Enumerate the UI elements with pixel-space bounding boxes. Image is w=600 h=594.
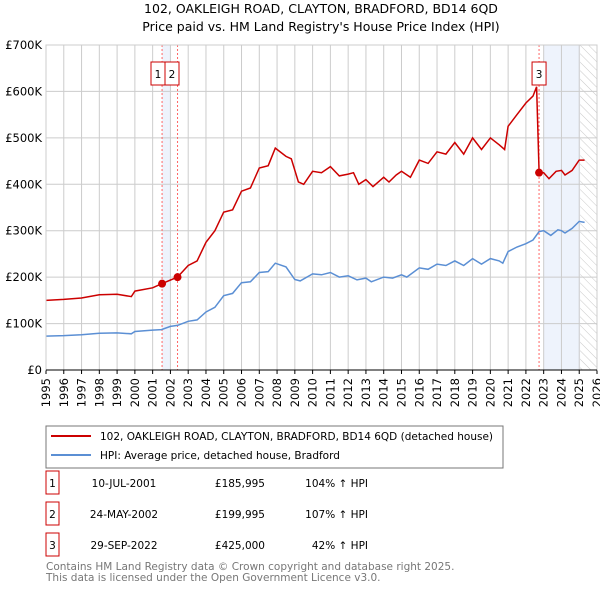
hpi-line [45,220,585,337]
x-tick-label: 2014 [377,378,391,407]
sale-hpi-change: 107% ↑ HPI [305,509,368,521]
sale-date: 10-JUL-2001 [92,478,157,490]
legend-label-hpi: HPI: Average price, detached house, Brad… [100,450,340,462]
sale-hpi-change: 42% ↑ HPI [312,540,368,552]
x-tick-label: 2017 [430,378,444,407]
sale-price: £199,995 [215,509,265,521]
x-tick-label: 2000 [128,378,142,407]
x-tick-label: 2013 [359,378,373,407]
sale-label-2: 2 [164,61,180,86]
sale-number: 2 [49,509,56,521]
x-tick-label: 1995 [39,378,53,407]
x-tick-label: 2004 [199,378,213,407]
plot-frame [45,44,598,371]
shaded-period [162,45,171,370]
sale-number-badge [45,532,60,557]
sale-number-badge [45,470,60,495]
chart-subtitle: Price paid vs. HM Land Registry's House … [142,19,499,34]
x-tick-label: 2006 [235,378,249,407]
x-tick-label: 2021 [501,378,515,407]
legend-box [45,425,504,469]
y-tick-label: £400K [5,177,42,191]
x-tick-label: 2018 [448,378,462,407]
sale-number-badge [45,501,60,526]
x-tick-label: 2019 [466,378,480,407]
sale-hpi-change: 104% ↑ HPI [305,478,368,490]
sale-label-3: 3 [531,61,547,86]
x-tick-label: 2002 [163,378,177,407]
sale-row: 3 29-SEP-2022 £425,000 42% ↑ HPI [45,532,368,557]
y-tick-label: £600K [5,84,42,98]
x-tick-label: 2010 [306,378,320,407]
svg-text:1: 1 [155,69,162,81]
sale-row: 1 10-JUL-2001 £185,995 104% ↑ HPI [45,470,368,495]
forecast-hatch [580,45,597,370]
sale-row: 2 24-MAY-2002 £199,995 107% ↑ HPI [45,501,368,526]
svg-text:3: 3 [536,69,543,81]
y-tick-label: £300K [5,224,42,238]
sale-number: 3 [49,540,56,552]
legend: 102, OAKLEIGH ROAD, CLAYTON, BRADFORD, B… [45,425,504,469]
x-tick-label: 2026 [590,378,600,407]
sale-date: 29-SEP-2022 [90,540,157,552]
x-tick-label: 2005 [217,378,231,407]
x-tick-label: 2003 [181,378,195,407]
x-tick-label: 2011 [323,378,337,407]
sale-point-2[interactable] [173,273,182,282]
y-tick-label: £500K [5,131,42,145]
x-tick-label: 2016 [412,378,426,407]
x-tick-label: 2024 [554,378,568,407]
sale-point-1[interactable] [158,279,167,288]
sale-price: £185,995 [215,478,265,490]
footer-licence: This data is licensed under the Open Gov… [45,572,381,584]
y-tick-label: £200K [5,270,42,284]
property-price-line [45,86,585,302]
x-tick-label: 2023 [537,378,551,407]
y-tick-label: £100K [5,317,42,331]
x-tick-label: 1998 [92,378,106,407]
y-tick-label: £700K [5,38,42,52]
x-tick-label: 2015 [394,378,408,407]
sale-price: £425,000 [215,540,265,552]
y-tick-label: £0 [27,363,42,377]
x-tick-label: 2020 [483,378,497,407]
legend-label-property: 102, OAKLEIGH ROAD, CLAYTON, BRADFORD, B… [100,431,493,443]
x-tick-label: 2007 [252,378,266,407]
x-tick-label: 1996 [57,378,71,407]
svg-text:2: 2 [169,69,176,81]
x-tick-label: 1997 [75,378,89,407]
x-tick-label: 2025 [572,378,586,407]
x-tick-label: 2008 [270,378,284,407]
sales-table: 1 10-JUL-2001 £185,995 104% ↑ HPI 2 24-MAY-20… [45,470,368,557]
footer-copyright: Contains HM Land Registry data © Crown c… [46,561,454,573]
sale-number: 1 [49,478,56,490]
sale-point-3[interactable] [535,168,544,177]
x-tick-label: 2009 [288,378,302,407]
x-tick-label: 1999 [110,378,124,407]
x-tick-label: 2022 [519,378,533,407]
x-tick-label: 2012 [341,378,355,407]
x-tick-label: 2001 [146,378,160,407]
sale-date: 24-MAY-2002 [90,509,158,521]
sale-label-1: 1 [150,61,166,86]
chart-title: 102, OAKLEIGH ROAD, CLAYTON, BRADFORD, B… [144,1,498,16]
